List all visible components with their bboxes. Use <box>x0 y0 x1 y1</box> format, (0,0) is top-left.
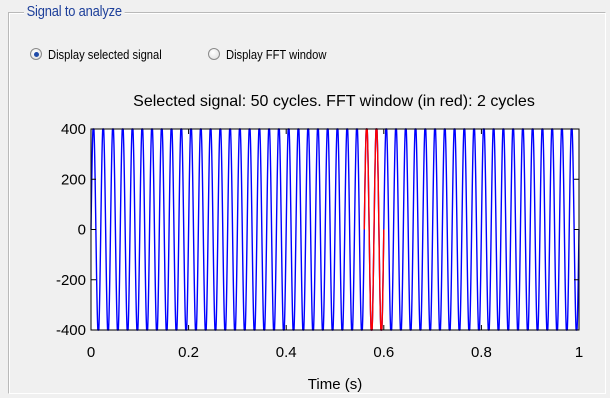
x-tick-label: 0.6 <box>373 344 394 361</box>
y-tick-label: 0 <box>78 222 86 239</box>
y-tick-label: 200 <box>61 171 86 188</box>
x-tick-label: 0 <box>87 344 95 361</box>
display-selected-signal-option[interactable]: Display selected signal <box>30 45 180 63</box>
group-title: Signal to analyze <box>24 3 125 20</box>
y-tick-label: -200 <box>56 272 86 289</box>
signal-line <box>90 128 580 331</box>
y-tick-label: 400 <box>61 121 86 138</box>
x-tick-label: 0.8 <box>471 344 492 361</box>
x-axis-label: Time (s) <box>308 376 362 393</box>
chart-title: Selected signal: 50 cycles. FFT window (… <box>133 93 535 110</box>
display-fft-window-option[interactable]: Display FFT window <box>208 45 343 63</box>
x-tick-label: 0.2 <box>178 344 199 361</box>
display-selected-signal-radio[interactable] <box>30 48 42 60</box>
fft-window-line <box>363 128 385 331</box>
group-frame <box>8 12 606 394</box>
y-tick-label: -400 <box>56 322 86 339</box>
display-selected-signal-label: Display selected signal <box>48 46 162 62</box>
x-tick-label: 1 <box>575 344 583 361</box>
display-fft-window-radio[interactable] <box>208 48 220 60</box>
x-tick-label: 0.4 <box>276 344 297 361</box>
display-fft-window-label: Display FFT window <box>226 46 327 62</box>
